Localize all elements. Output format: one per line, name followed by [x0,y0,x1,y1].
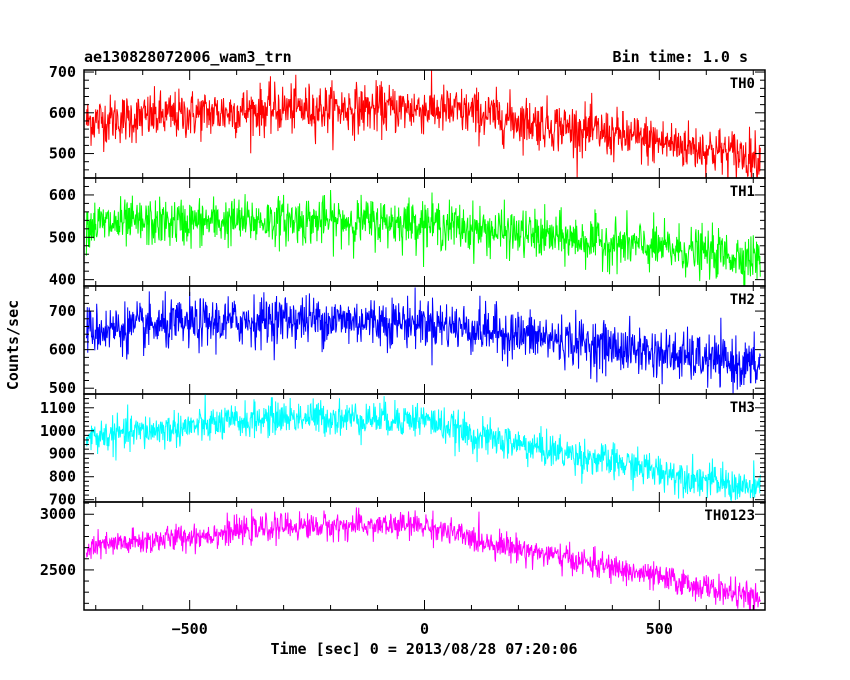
y-tick-label: 600 [49,186,76,204]
y-tick-label: 700 [49,63,76,81]
y-tick-label: 3000 [40,505,76,523]
panel-th2: 500 600 700 TH2 [49,285,766,397]
x-tick-label: −500 [172,620,208,638]
y-tick-label: 600 [49,341,76,359]
y-tick-label: 2500 [40,561,76,579]
x-tick-label: 0 [420,620,429,638]
panel-frame [83,393,766,503]
y-tick-label: 1100 [40,399,76,417]
series-line-th3 [85,394,761,502]
panel-th0123: 2500 3000 TH0123 [40,501,766,611]
y-tick-label: 500 [49,228,76,246]
panel-label-th1: TH1 [730,184,755,200]
panel-label-th2: TH2 [730,292,755,308]
panel-th3: 700 800 900 1000 1100 TH3 [40,393,766,509]
y-axis-label: Counts/sec [4,300,22,390]
panel-frame [83,285,766,395]
y-tick-label: 800 [49,468,76,486]
y-tick-label: 1000 [40,422,76,440]
panels-group: 500 600 700 TH0 400 500 600 TH1 500 600 700 TH2 700 8… [40,63,766,611]
panel-frame [83,501,766,611]
series-line-th0 [85,70,761,178]
panel-label-th0123: TH0123 [704,508,755,524]
panel-th0: 500 600 700 TH0 [49,63,766,179]
panel-th1: 400 500 600 TH1 [49,177,766,289]
y-tick-label: 700 [49,302,76,320]
series-line-th1 [85,189,761,286]
y-tick-label: 700 [49,491,76,509]
panel-label-th0: TH0 [730,76,755,92]
series-line-th0123 [85,507,761,610]
panel-label-th3: TH3 [730,400,755,416]
x-tick-label: 500 [646,620,673,638]
y-tick-label: 500 [49,379,76,397]
y-tick-label: 400 [49,271,76,289]
chart-title: ae130828072006_wam3_trn [84,48,292,66]
x-axis: −500 0 500 [172,620,673,638]
x-axis-label: Time [sec] 0 = 2013/08/28 07:20:06 [270,640,577,658]
y-tick-label: 500 [49,145,76,163]
bin-time-label: Bin time: 1.0 s [613,48,748,66]
series-line-th2 [85,287,761,394]
y-tick-label: 600 [49,104,76,122]
y-tick-label: 900 [49,445,76,463]
